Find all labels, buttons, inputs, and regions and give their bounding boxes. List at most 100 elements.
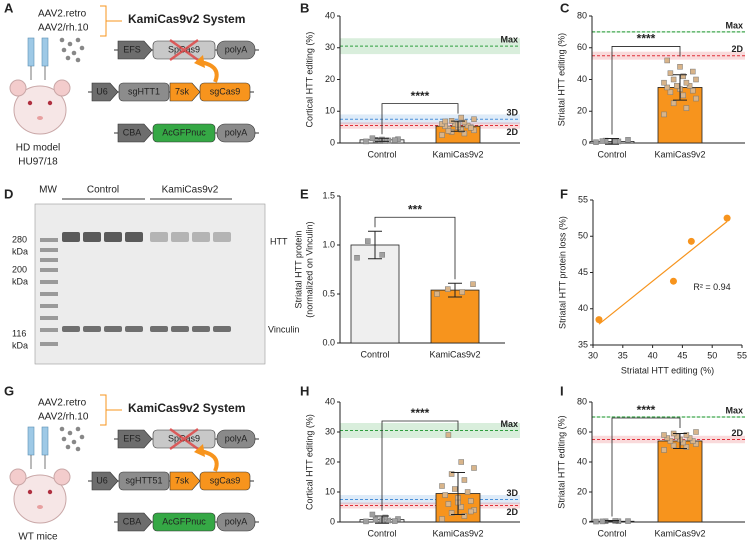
annotation: R² = 0.94	[693, 282, 730, 292]
mw-unit: kDa	[12, 340, 28, 350]
error-bar	[375, 137, 389, 142]
syringe	[27, 426, 35, 456]
syringe	[41, 37, 49, 67]
mw-unit: kDa	[12, 276, 28, 286]
htt-band	[150, 232, 168, 242]
significance-bracket	[374, 216, 456, 280]
y-axis-label: Striatal HTT protein	[293, 231, 303, 309]
ladder-band	[40, 248, 58, 252]
mouse-ear	[53, 79, 71, 97]
virus	[59, 426, 65, 432]
y-tick-label: 1.0	[322, 239, 335, 249]
promoter	[117, 40, 153, 60]
model-label: HD model	[16, 143, 60, 154]
data-point	[445, 286, 451, 292]
construct-label: 7sk	[175, 475, 190, 485]
htt-band	[125, 232, 143, 242]
gene	[118, 82, 170, 102]
system-title: KamiCas9v2 System	[128, 12, 245, 26]
data-point	[693, 95, 699, 102]
vinculin-band	[150, 326, 168, 332]
y-axis-label: Cortical HTT editing (%)	[304, 414, 314, 510]
ladder-band	[40, 316, 58, 320]
panel-label: D	[4, 186, 13, 201]
panel-label: B	[300, 0, 309, 15]
x-tick-label: 30	[588, 350, 598, 360]
band-label: Vinculin	[268, 324, 299, 334]
y-tick-label: 10	[325, 486, 335, 496]
reference-label: 2D	[731, 428, 743, 438]
gene	[152, 123, 216, 143]
data-point	[458, 114, 464, 121]
error-bar	[451, 472, 465, 515]
mouse-eye	[27, 489, 33, 495]
data-point	[461, 513, 468, 519]
virus	[65, 444, 71, 450]
cross	[169, 427, 199, 451]
data-point	[379, 252, 385, 258]
reference-label: 3D	[506, 108, 518, 118]
reference-label: 2D	[731, 44, 743, 54]
vinculin-band	[192, 326, 210, 332]
construct-label: AcGFPnuc	[162, 516, 206, 526]
panel-label: H	[300, 383, 309, 398]
polya	[216, 123, 256, 143]
data-point	[445, 128, 452, 134]
ladder-band	[40, 342, 58, 346]
ladder-band	[40, 280, 58, 284]
virus	[75, 446, 81, 452]
cross	[169, 38, 199, 62]
data-point	[372, 516, 379, 523]
data-point	[448, 471, 455, 477]
y-axis-label: Striatal HTT editing (%)	[556, 33, 566, 126]
y-tick-label: 20	[325, 456, 335, 466]
data-point	[468, 508, 474, 515]
x-tick-label: Control	[367, 149, 396, 159]
y-tick-label: 55	[578, 194, 588, 204]
bar	[430, 289, 480, 344]
virus	[75, 57, 81, 63]
y-tick-label: 80	[577, 396, 587, 406]
data-point	[471, 465, 477, 471]
significance-bracket	[381, 420, 459, 511]
panel-label: I	[560, 383, 564, 398]
construct-label: polyA	[225, 516, 248, 526]
x-tick-label: 45	[677, 350, 687, 360]
data-point	[392, 137, 398, 143]
data-point	[458, 459, 464, 465]
data-point	[445, 432, 452, 438]
blot-bg	[34, 203, 266, 365]
y-axis-label: Striatal HTT editing (%)	[556, 415, 566, 508]
ladder-band	[40, 292, 58, 296]
mouse-eye	[27, 100, 33, 106]
data-point	[674, 83, 680, 89]
data-point	[461, 119, 468, 126]
data-point	[664, 435, 670, 441]
x-tick-label: Control	[597, 149, 626, 159]
reference-label: Max	[500, 35, 518, 45]
data-point	[595, 316, 603, 324]
promoter	[117, 123, 153, 143]
data-point	[670, 100, 677, 107]
data-point	[683, 105, 690, 111]
vinculin-band	[62, 326, 80, 332]
y-tick-label: 0	[582, 516, 587, 526]
panel-label: A	[4, 0, 14, 15]
data-point	[471, 116, 477, 122]
error-bar	[451, 120, 465, 132]
htt-band	[62, 232, 80, 242]
data-point	[625, 137, 631, 143]
y-tick-label: 10	[325, 106, 335, 116]
virus	[75, 426, 81, 432]
x-tick-label: KamiCas9v2	[654, 149, 705, 159]
data-point	[452, 486, 458, 492]
virus	[59, 37, 65, 43]
vinculin-band	[104, 326, 122, 332]
promoter	[169, 471, 201, 491]
y-tick-label: 20	[325, 74, 335, 84]
data-point	[670, 76, 677, 83]
construct-label: CBA	[123, 127, 142, 137]
data-point	[458, 504, 464, 510]
data-point	[468, 498, 474, 504]
